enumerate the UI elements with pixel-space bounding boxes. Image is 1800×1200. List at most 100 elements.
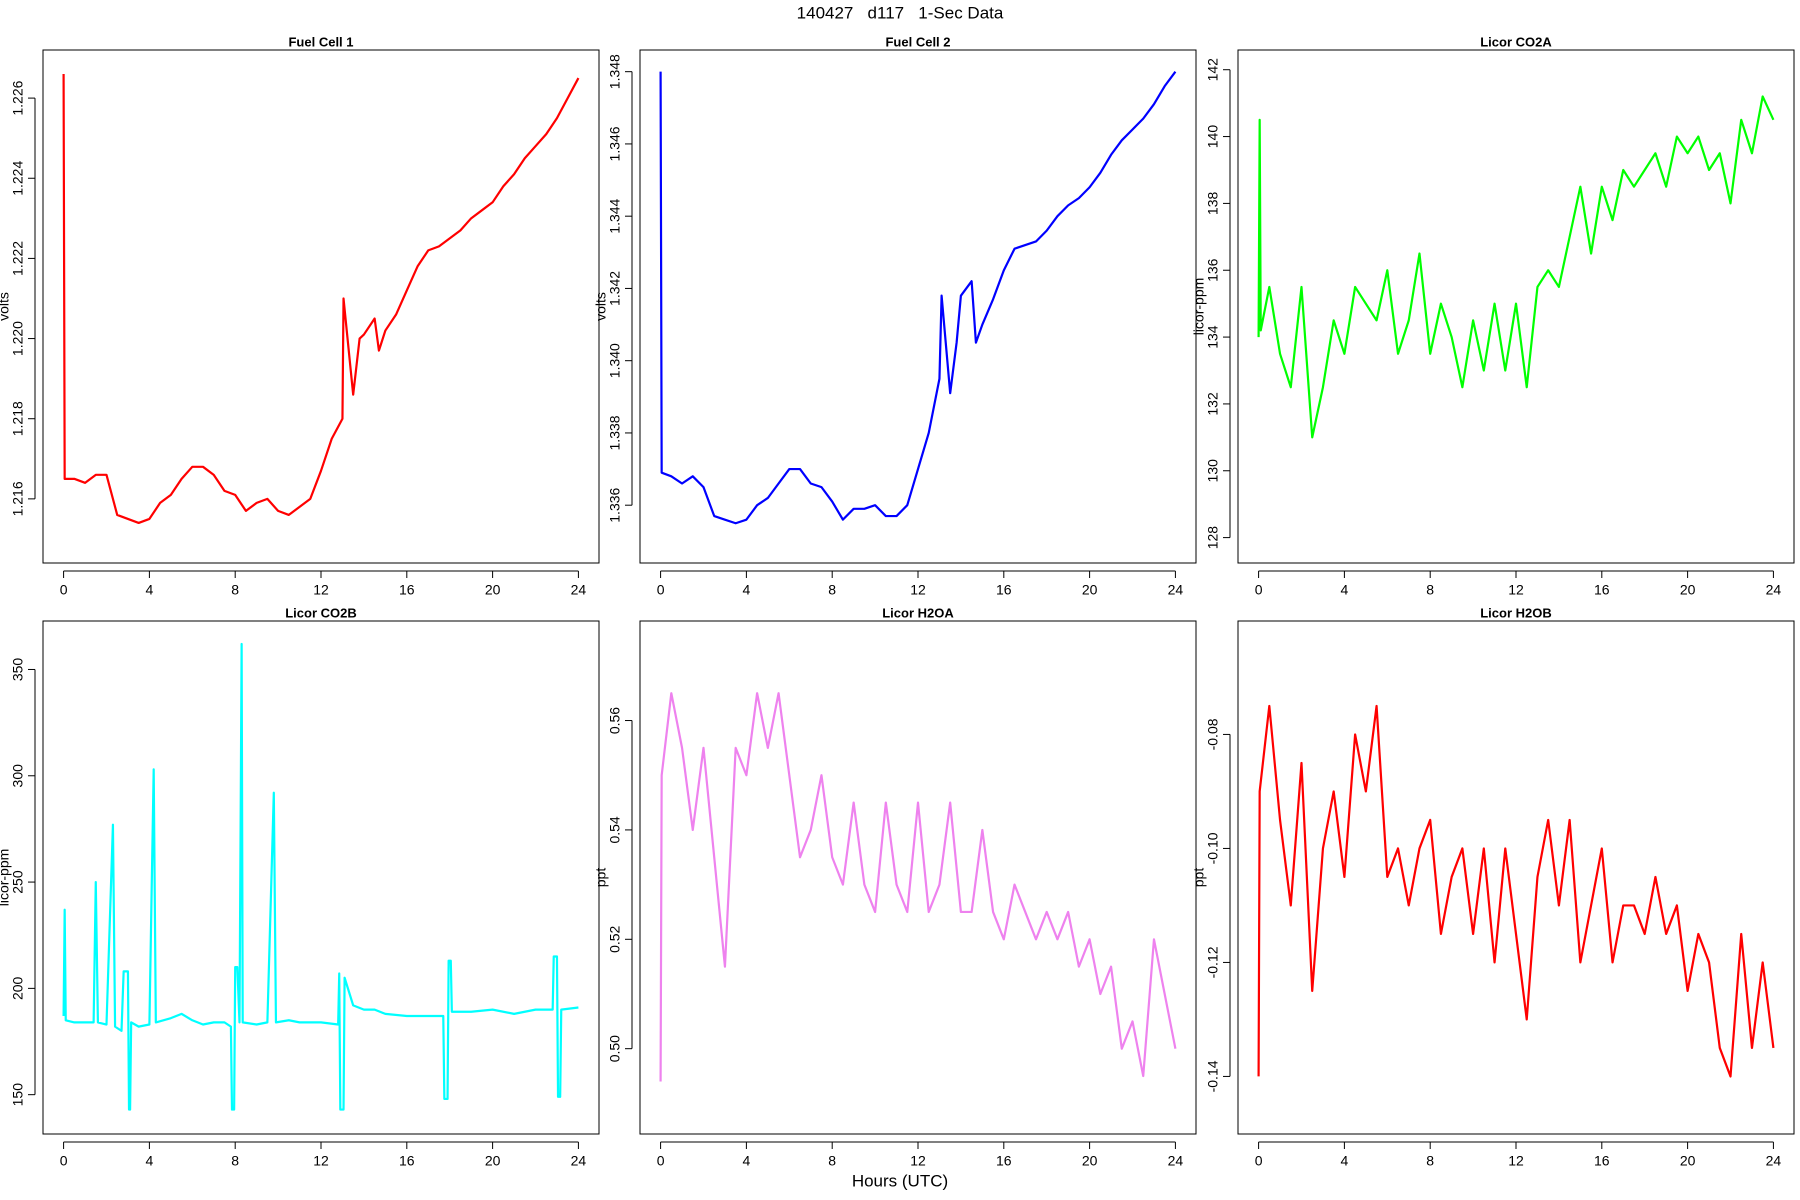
x-tick-label: 8 (231, 582, 239, 598)
x-tick-label: 8 (231, 1153, 239, 1169)
x-tick-label: 12 (313, 1153, 329, 1169)
x-tick-label: 0 (60, 582, 68, 598)
plot-frame (1237, 620, 1795, 1135)
panel-title: Fuel Cell 2 (885, 34, 950, 49)
y-tick-label: 200 (10, 976, 26, 1000)
panel-title: Fuel Cell 1 (288, 34, 353, 49)
x-tick-label: 0 (657, 582, 665, 598)
x-tick-label: 4 (742, 582, 750, 598)
y-tick-label: 0.52 (607, 925, 623, 952)
y-tick-label: 1.224 (10, 161, 26, 196)
figure-title: 140427 d117 1-Sec Data (797, 3, 1004, 22)
y-tick-label: 1.336 (607, 487, 623, 522)
y-tick-label: 1.348 (607, 54, 623, 89)
y-tick-label: 1.344 (607, 198, 623, 233)
panel-title: Licor CO2B (285, 605, 357, 620)
y-tick-label: 140 (1205, 125, 1221, 149)
x-tick-label: 20 (1082, 1153, 1098, 1169)
x-tick-label: 16 (996, 582, 1012, 598)
y-tick-label: 132 (1205, 392, 1221, 416)
x-tick-label: 0 (1255, 1153, 1263, 1169)
y-tick-label: -0.12 (1205, 946, 1221, 978)
y-tick-label: 350 (10, 658, 26, 682)
x-tick-label: 16 (1594, 1153, 1610, 1169)
x-tick-label: 8 (828, 582, 836, 598)
x-tick-label: 24 (1168, 582, 1184, 598)
y-tick-label: 138 (1205, 192, 1221, 216)
y-axis-label: ppt (1191, 868, 1207, 888)
panel-title: Licor H2OB (1480, 605, 1552, 620)
plot-frame (1237, 49, 1795, 564)
x-tick-label: 0 (657, 1153, 665, 1169)
y-tick-label: 136 (1205, 258, 1221, 282)
x-tick-label: 20 (485, 1153, 501, 1169)
x-tick-label: 24 (571, 582, 587, 598)
x-tick-label: 0 (1255, 582, 1263, 598)
x-tick-label: 12 (1508, 582, 1524, 598)
x-tick-label: 16 (1594, 582, 1610, 598)
data-line (1257, 95, 1775, 439)
x-tick-label: 16 (399, 1153, 415, 1169)
y-tick-label: 0.54 (607, 816, 623, 843)
y-tick-label: 1.220 (10, 321, 26, 356)
data-line (62, 74, 580, 525)
x-tick-label: 4 (1340, 582, 1348, 598)
plot-frame (639, 49, 1197, 564)
x-tick-label: 12 (1508, 1153, 1524, 1169)
x-tick-label: 8 (1426, 1153, 1434, 1169)
x-tick-label: 20 (485, 582, 501, 598)
x-tick-label: 4 (145, 582, 153, 598)
y-tick-label: 134 (1205, 325, 1221, 349)
x-tick-label: 4 (742, 1153, 750, 1169)
y-tick-label: 250 (10, 870, 26, 894)
y-tick-label: 1.222 (10, 241, 26, 276)
panel-title: Licor CO2A (1480, 34, 1552, 49)
y-tick-label: -0.14 (1205, 1060, 1221, 1092)
y-tick-label: -0.10 (1205, 832, 1221, 864)
y-tick-label: 1.338 (607, 415, 623, 450)
x-tick-label: 4 (1340, 1153, 1348, 1169)
y-tick-label: 128 (1205, 526, 1221, 550)
x-tick-label: 12 (910, 582, 926, 598)
y-axis-label: volts (0, 292, 12, 321)
y-tick-label: 1.226 (10, 80, 26, 115)
y-tick-label: 142 (1205, 58, 1221, 82)
x-tick-label: 20 (1680, 1153, 1696, 1169)
x-tick-label: 24 (1766, 1153, 1782, 1169)
y-tick-label: 130 (1205, 459, 1221, 483)
x-tick-label: 0 (60, 1153, 68, 1169)
data-line (659, 692, 1177, 1082)
x-tick-label: 12 (313, 582, 329, 598)
x-axis-label: Hours (UTC) (852, 1171, 948, 1190)
data-line (1257, 704, 1775, 1078)
x-tick-label: 4 (145, 1153, 153, 1169)
y-axis-label: licor-ppm (0, 849, 12, 907)
y-tick-label: 1.340 (607, 343, 623, 378)
plot-frame (42, 49, 600, 564)
y-tick-label: 0.50 (607, 1035, 623, 1062)
x-tick-label: 16 (399, 582, 415, 598)
data-line (659, 71, 1177, 525)
plot-frame (639, 620, 1197, 1135)
y-tick-label: 150 (10, 1083, 26, 1107)
y-axis-label: licor-ppm (1191, 278, 1207, 336)
y-tick-label: -0.08 (1205, 718, 1221, 750)
y-tick-label: 1.218 (10, 401, 26, 436)
y-tick-label: 0.56 (607, 707, 623, 734)
x-tick-label: 20 (1082, 582, 1098, 598)
panel-title: Licor H2OA (882, 605, 954, 620)
x-tick-label: 8 (828, 1153, 836, 1169)
x-tick-label: 24 (1168, 1153, 1184, 1169)
y-axis-label: volts (593, 292, 609, 321)
y-tick-label: 1.342 (607, 271, 623, 306)
x-tick-label: 24 (1766, 582, 1782, 598)
y-tick-label: 1.216 (10, 481, 26, 516)
x-tick-label: 12 (910, 1153, 926, 1169)
y-tick-label: 1.346 (607, 126, 623, 161)
y-axis-label: ppt (593, 868, 609, 888)
data-line (62, 642, 579, 1111)
x-tick-label: 20 (1680, 582, 1696, 598)
plot-frame (42, 620, 600, 1135)
x-tick-label: 24 (571, 1153, 587, 1169)
